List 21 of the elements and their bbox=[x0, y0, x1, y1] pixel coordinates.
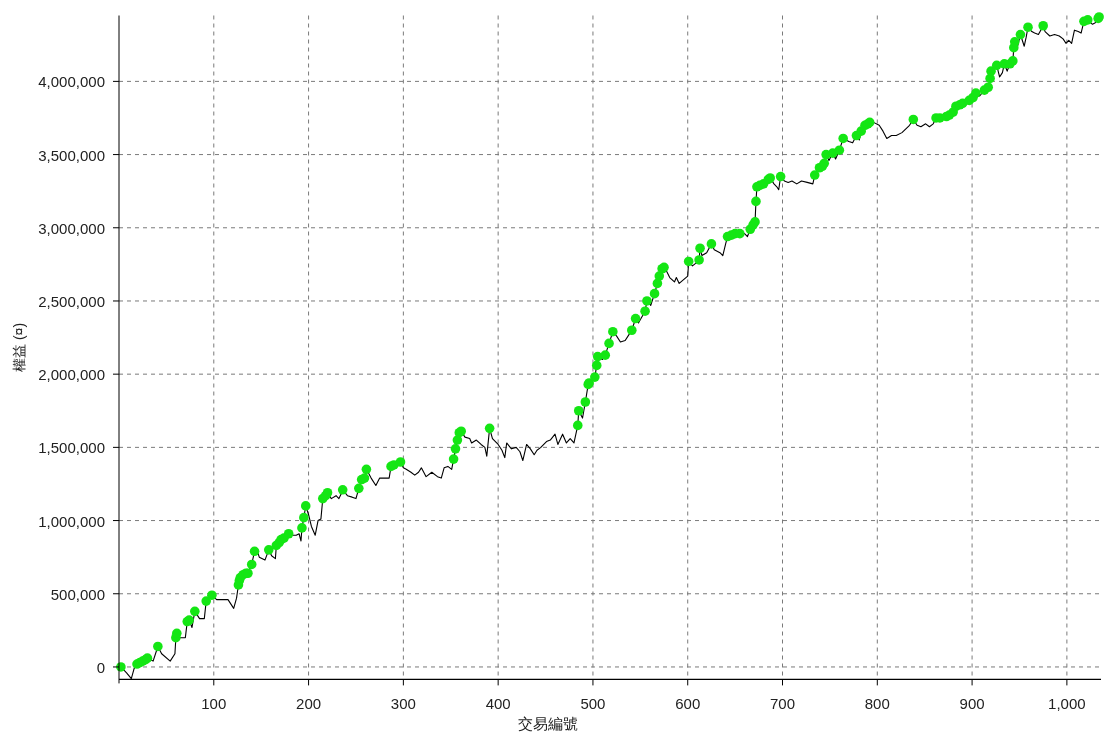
y-tick-label: 1,500,000 bbox=[38, 438, 105, 456]
y-tick-label: 3,500,000 bbox=[38, 146, 105, 164]
y-tick-label: 4,000,000 bbox=[38, 72, 105, 90]
y-tick-label: 500,000 bbox=[50, 585, 105, 603]
y-tick-label: 2,000,000 bbox=[38, 365, 105, 383]
y-tick-label: 1,000,000 bbox=[38, 512, 105, 530]
x-tick-label: 1,000 bbox=[1048, 695, 1086, 713]
x-tick-label: 600 bbox=[675, 695, 701, 713]
y-axis-title: 權益 (¤) bbox=[11, 322, 27, 372]
y-tick-label: 2,500,000 bbox=[38, 292, 105, 310]
y-tick-label: 0 bbox=[96, 658, 105, 676]
y-tick-label: 3,000,000 bbox=[38, 219, 105, 237]
x-tick-label: 200 bbox=[296, 695, 322, 713]
x-tick-label: 900 bbox=[959, 695, 985, 713]
x-tick-label: 500 bbox=[580, 695, 606, 713]
x-tick-label: 700 bbox=[770, 695, 796, 713]
x-tick-label: 800 bbox=[864, 695, 890, 713]
x-tick-label: 400 bbox=[485, 695, 511, 713]
x-axis-title: 交易編號 bbox=[518, 715, 578, 732]
x-tick-label: 100 bbox=[201, 695, 227, 713]
x-tick-label: 300 bbox=[390, 695, 416, 713]
